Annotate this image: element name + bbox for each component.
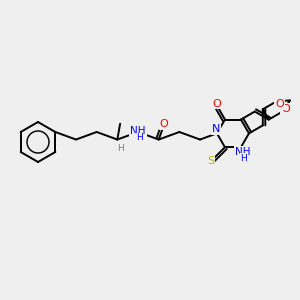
Text: N: N [212,124,220,134]
Text: NH: NH [235,147,251,157]
Text: O: O [275,99,284,109]
Text: H: H [241,154,247,163]
Text: O: O [213,98,221,109]
Text: O: O [160,119,169,130]
Text: H: H [117,144,124,153]
Text: H: H [136,134,142,142]
Text: NH: NH [130,126,146,136]
Text: S: S [207,156,214,166]
Text: O: O [281,103,290,114]
